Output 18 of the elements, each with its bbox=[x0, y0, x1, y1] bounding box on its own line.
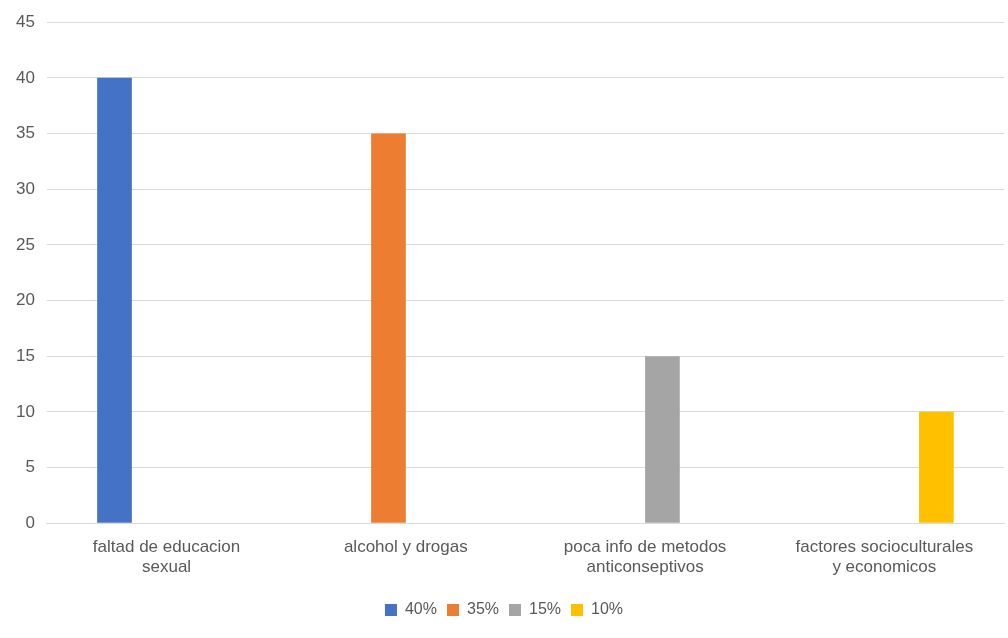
y-tick-label: 40 bbox=[15, 67, 35, 87]
y-tick-label: 45 bbox=[15, 11, 35, 31]
y-tick-label: 15 bbox=[15, 345, 35, 365]
legend-label: 40% bbox=[404, 600, 437, 618]
x-tick-label: factores socioculturales y economicos bbox=[795, 537, 974, 577]
x-tick-label: poca info de metodos anticonseptivos bbox=[563, 537, 727, 577]
legend-label: 15% bbox=[529, 600, 562, 618]
x-tick-label: faltad de educacion sexual bbox=[92, 537, 241, 577]
y-tick-label: 20 bbox=[15, 290, 35, 310]
y-tick-label: 0 bbox=[25, 512, 35, 532]
y-tick-label: 30 bbox=[15, 178, 35, 198]
y-tick-label: 10 bbox=[15, 401, 35, 421]
x-tick-label: alcohol y drogas bbox=[343, 537, 468, 557]
legend-label: 10% bbox=[591, 600, 624, 618]
legend-label: 35% bbox=[466, 600, 500, 618]
y-tick-label: 5 bbox=[25, 457, 35, 477]
y-tick-label: 35 bbox=[15, 123, 35, 143]
y-tick-label: 25 bbox=[15, 234, 35, 254]
